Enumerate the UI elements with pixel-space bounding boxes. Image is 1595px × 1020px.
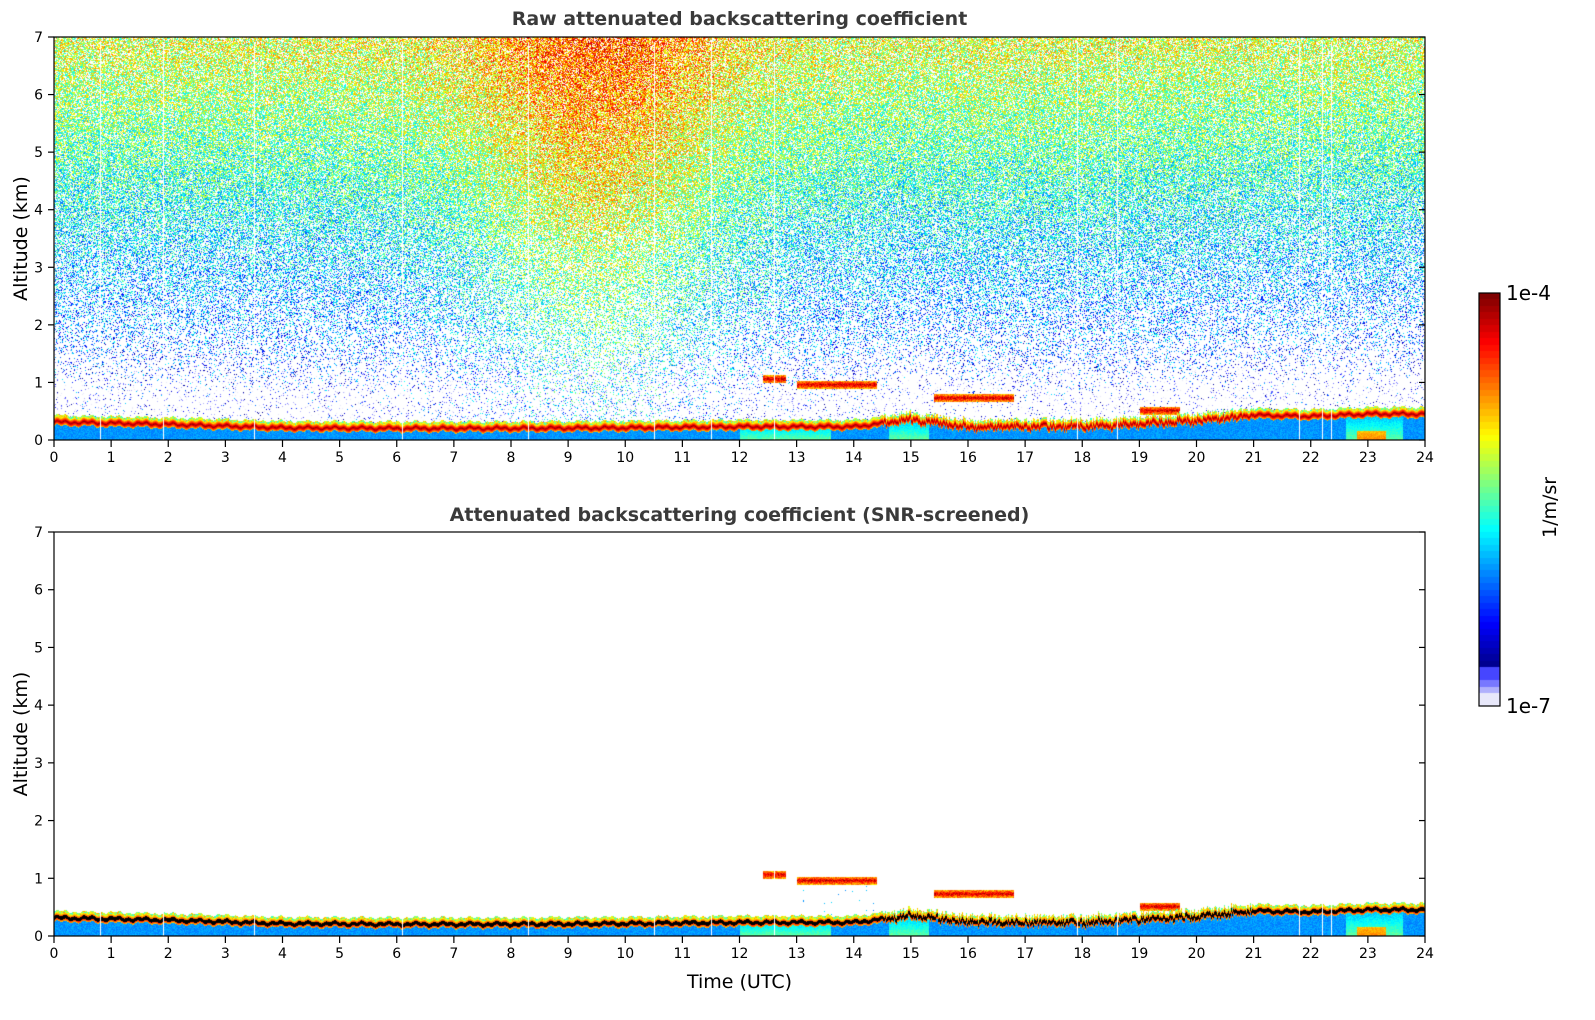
y-tick-label: 0 — [34, 929, 43, 945]
x-tick-label: 6 — [392, 450, 401, 466]
x-tick-label: 10 — [616, 946, 634, 962]
y-tick-label: 6 — [34, 88, 43, 104]
x-tick-label: 4 — [278, 946, 287, 962]
colorbar-unit-label: 1/m/sr — [1539, 476, 1561, 538]
x-tick-label: 5 — [335, 946, 344, 962]
y-tick-label: 3 — [34, 756, 43, 772]
x-tick-label: 11 — [673, 450, 691, 466]
x-tick-label: 7 — [449, 450, 458, 466]
bottom-plot-title: Attenuated backscattering coefficient (S… — [449, 504, 1030, 526]
x-tick-label: 17 — [1016, 450, 1034, 466]
x-tick-label: 17 — [1016, 946, 1034, 962]
x-tick-label: 19 — [1130, 946, 1148, 962]
x-tick-label: 7 — [449, 946, 458, 962]
x-tick-label: 2 — [164, 450, 173, 466]
x-tick-label: 1 — [107, 946, 116, 962]
screened-backscatter-heatmap — [54, 532, 1425, 936]
y-tick-label: 6 — [34, 583, 43, 599]
x-tick-label: 15 — [902, 450, 920, 466]
x-tick-label: 14 — [845, 946, 863, 962]
x-tick-label: 15 — [902, 946, 920, 962]
y-tick-label: 5 — [34, 145, 43, 161]
x-tick-label: 0 — [50, 450, 59, 466]
x-tick-label: 16 — [959, 450, 977, 466]
x-tick-label: 14 — [845, 450, 863, 466]
y-tick-label: 4 — [34, 698, 43, 714]
x-tick-label: 2 — [164, 946, 173, 962]
y-tick-label: 1 — [34, 375, 43, 391]
x-tick-label: 24 — [1416, 946, 1434, 962]
y-axis-label: Altitude (km) — [10, 672, 32, 797]
raw-backscatter-heatmap — [54, 37, 1425, 440]
x-tick-label: 0 — [50, 946, 59, 962]
x-tick-label: 10 — [616, 450, 634, 466]
y-tick-label: 2 — [34, 318, 43, 334]
x-tick-label: 18 — [1073, 946, 1091, 962]
y-tick-label: 1 — [34, 871, 43, 887]
x-axis-label: Time (UTC) — [686, 971, 792, 993]
y-tick-label: 5 — [34, 640, 43, 656]
x-tick-label: 20 — [1188, 946, 1206, 962]
x-tick-label: 12 — [731, 450, 749, 466]
x-tick-label: 6 — [392, 946, 401, 962]
x-tick-label: 21 — [1245, 946, 1263, 962]
x-tick-label: 5 — [335, 450, 344, 466]
y-tick-label: 7 — [34, 30, 43, 46]
y-tick-label: 0 — [34, 433, 43, 449]
x-tick-label: 18 — [1073, 450, 1091, 466]
x-tick-label: 23 — [1359, 450, 1377, 466]
x-tick-label: 13 — [788, 946, 806, 962]
x-tick-label: 20 — [1188, 450, 1206, 466]
x-tick-label: 22 — [1302, 450, 1320, 466]
x-tick-label: 3 — [221, 450, 230, 466]
x-tick-label: 12 — [731, 946, 749, 962]
y-tick-label: 3 — [34, 260, 43, 276]
x-tick-label: 19 — [1130, 450, 1148, 466]
x-tick-label: 23 — [1359, 946, 1377, 962]
colorbar — [1479, 293, 1500, 706]
y-tick-label: 4 — [34, 203, 43, 219]
plot-frame — [53, 36, 1426, 441]
x-tick-label: 8 — [507, 946, 516, 962]
x-tick-label: 21 — [1245, 450, 1263, 466]
x-tick-label: 13 — [788, 450, 806, 466]
x-tick-label: 22 — [1302, 946, 1320, 962]
x-tick-label: 8 — [507, 450, 516, 466]
colorbar-frame — [1478, 292, 1501, 707]
x-tick-label: 1 — [107, 450, 116, 466]
top-plot-title: Raw attenuated backscattering coefficien… — [511, 8, 968, 30]
x-tick-label: 9 — [564, 946, 573, 962]
colorbar-min-label: 1e-7 — [1506, 694, 1551, 718]
x-tick-label: 3 — [221, 946, 230, 962]
y-tick-label: 2 — [34, 814, 43, 830]
colorbar-max-label: 1e-4 — [1506, 281, 1551, 305]
x-tick-label: 9 — [564, 450, 573, 466]
x-tick-label: 16 — [959, 946, 977, 962]
y-axis-label: Altitude (km) — [10, 176, 32, 301]
y-tick-label: 7 — [34, 525, 43, 541]
x-tick-label: 11 — [673, 946, 691, 962]
plot-frame — [53, 531, 1426, 937]
x-tick-label: 4 — [278, 450, 287, 466]
x-tick-label: 24 — [1416, 450, 1434, 466]
